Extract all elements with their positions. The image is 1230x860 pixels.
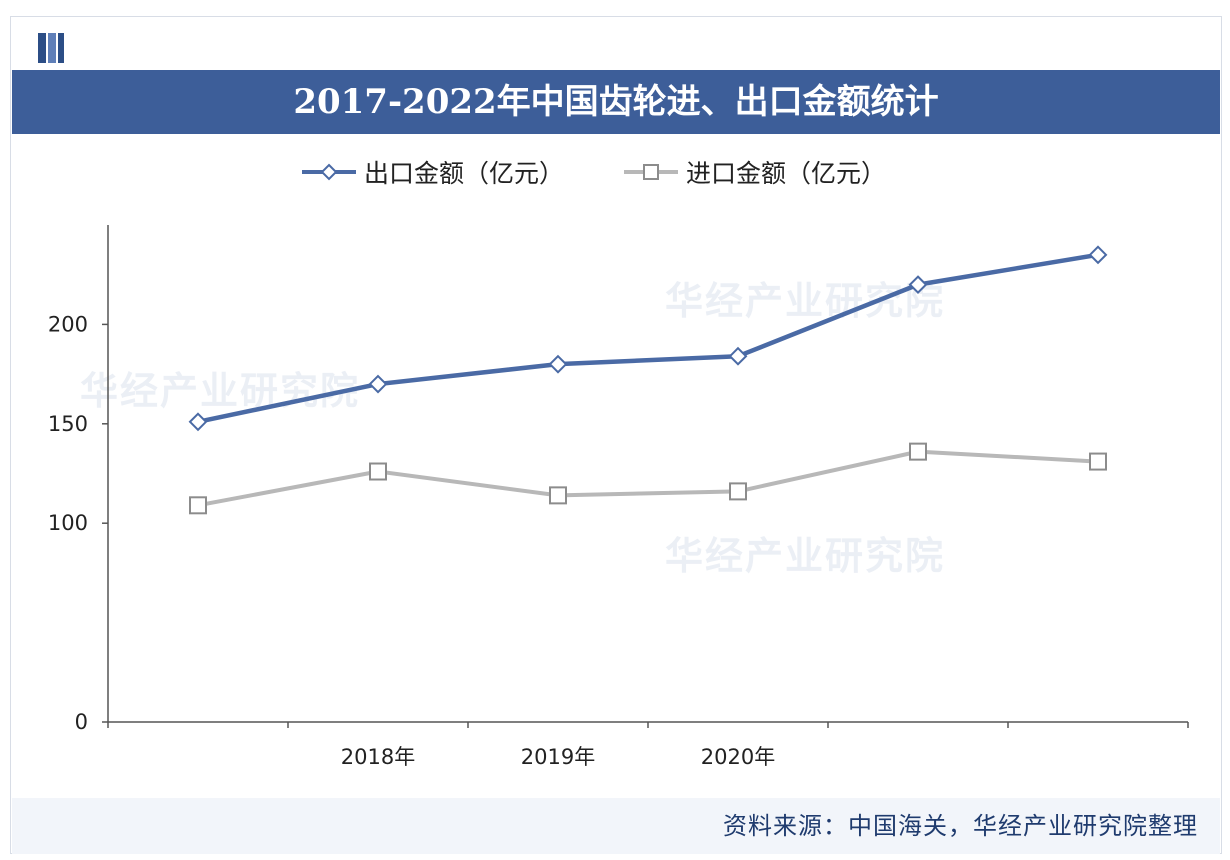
source-note: 资料来源：中国海关，华经产业研究院整理: [723, 812, 1198, 840]
chart-title: 2017-2022年中国齿轮进、出口金额统计: [293, 82, 939, 122]
watermark: 华经产业研究院: [80, 369, 361, 413]
data-point-export: [1088, 245, 1108, 265]
data-point-export: [548, 354, 568, 374]
data-point-export: [368, 374, 388, 394]
logo-icon: [38, 33, 68, 63]
x-tick-label: 2020年: [701, 745, 775, 769]
data-point-import: [729, 482, 747, 501]
data-point-import: [909, 442, 927, 461]
footer-band: [12, 798, 1220, 854]
series-line-export: [197, 252, 1099, 425]
data-point-export: [728, 346, 748, 366]
legend-export-label: 出口金额（亿元）: [364, 159, 565, 188]
watermark: 华经产业研究院: [665, 534, 946, 578]
data-point-import: [189, 496, 207, 515]
legend-export-symbol: [302, 163, 356, 181]
x-tick-label: 2018年: [341, 745, 415, 769]
y-tick-label: 150: [48, 412, 88, 436]
data-point-import: [1089, 452, 1107, 471]
data-point-export: [188, 412, 208, 432]
legend-item-export: 出口金额（亿元）: [300, 154, 564, 190]
title-bar: 2017-2022年中国齿轮进、出口金额统计: [12, 70, 1220, 134]
chart-frame: [10, 16, 1222, 854]
legend-import-symbol: [624, 164, 679, 180]
data-point-import: [549, 486, 567, 505]
watermark: 华经产业研究院: [665, 279, 946, 323]
x-tick-label: 2019年: [521, 745, 595, 769]
series-line-import: [197, 449, 1099, 508]
data-point-import: [369, 462, 387, 481]
chart-legend: 出口金额（亿元） 进口金额（亿元）: [300, 150, 886, 194]
y-tick-label: 100: [48, 511, 88, 535]
legend-item-import: 进口金额（亿元）: [622, 154, 886, 190]
y-tick-label: 200: [48, 312, 88, 336]
data-point-export: [908, 275, 928, 295]
legend-import-label: 进口金额（亿元）: [686, 159, 887, 188]
y-tick-label: 0: [75, 710, 88, 734]
